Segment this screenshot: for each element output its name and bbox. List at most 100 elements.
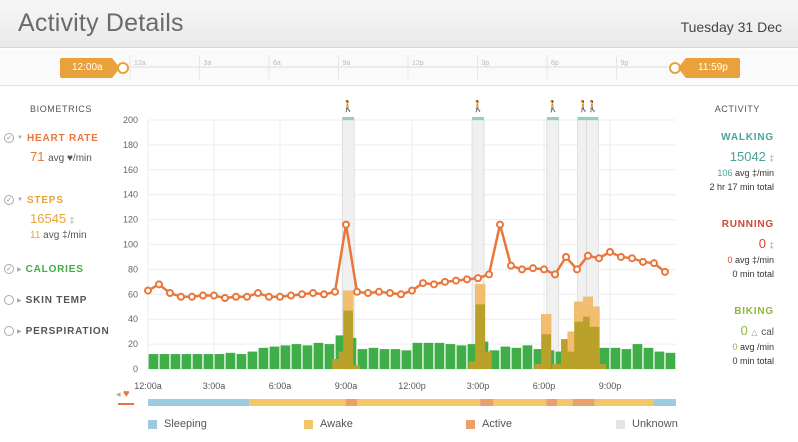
check-icon[interactable]: ✓ (4, 195, 14, 205)
heart-rate-point (573, 265, 581, 274)
perspiration-metric[interactable]: ▶ PERSPIRATION (4, 324, 110, 338)
check-icon[interactable]: ✓ (4, 133, 14, 143)
legend-label: Active (482, 418, 512, 430)
timeline-tick-label: 3a (204, 60, 212, 67)
heart-rate-point (254, 289, 262, 298)
heart-marker-bar (118, 403, 134, 405)
caret-right-icon: ▶ (17, 328, 22, 335)
timeline-tick-label: 12a (134, 60, 146, 67)
calorie-bar (588, 350, 599, 369)
legend-item-unknown: Unknown (616, 418, 678, 430)
steps-bar (561, 339, 571, 369)
time-range-selector[interactable]: 12a 3a 6a 9a 12p 3p 6p 9p 12:00a 11:59p (0, 49, 798, 86)
check-icon[interactable]: ✓ (4, 264, 14, 274)
walking-window-cap (586, 117, 599, 120)
legend-swatch (304, 419, 313, 429)
caret-right-icon: ▶ (17, 266, 22, 273)
steps-bar-top (541, 314, 552, 335)
date-label: Tuesday 31 Dec (680, 19, 782, 35)
steps-bar (583, 296, 593, 369)
skin-temp-metric[interactable]: ▶ SKIN TEMP (4, 293, 87, 307)
walking-icon: 🚶 (546, 100, 560, 113)
steps-bar (541, 314, 552, 369)
calorie-bar (566, 350, 577, 369)
steps-bar-top (567, 331, 578, 352)
heart-rate-point (584, 251, 592, 260)
range-end-handle[interactable]: 11:59p (668, 58, 740, 83)
calorie-bar (291, 344, 302, 369)
y-tick-label: 100 (123, 240, 138, 250)
steps-bar (481, 351, 492, 369)
biometrics-title: BIOMETRICS (30, 104, 93, 114)
steps-metric[interactable]: ✓ ▼ STEPS 16545 ‡ 11 avg ‡/min (4, 193, 87, 241)
heart-rate-point (232, 292, 240, 301)
walking-summary[interactable]: WALKING 15042 ‡ 106 avg ‡/min 2 hr 17 mi… (709, 132, 774, 192)
heart-rate-point (320, 290, 328, 299)
y-tick-label: 200 (123, 115, 138, 125)
walking-window-cap (472, 117, 484, 120)
calorie-bar (423, 342, 434, 369)
calorie-bar (203, 354, 214, 369)
heart-icon: ♥ (123, 388, 130, 400)
steps-avg-value: 11 (30, 230, 41, 241)
sleep-legend: Sleeping Awake Active Unknown (148, 418, 678, 430)
caret-right-icon: ▶ (17, 297, 22, 304)
circle-icon[interactable] (4, 295, 14, 305)
calorie-bar (313, 342, 324, 369)
calorie-bar (500, 346, 511, 369)
calorie-bar (324, 344, 335, 369)
legend-swatch (466, 419, 475, 429)
biking-avg-unit: avg /min (739, 342, 774, 352)
range-end-label: 11:59p (698, 62, 728, 73)
time-range-track: 12a 3a 6a 9a 12p 3p 6p 9p (122, 55, 676, 79)
walking-window-band (341, 119, 355, 370)
range-start-handle[interactable]: 12:00a (60, 58, 130, 83)
status-segment-active (572, 399, 595, 406)
calorie-bar (654, 351, 665, 369)
walking-value: 15042 (729, 149, 766, 164)
heart-rate-point (485, 270, 493, 279)
calorie-bar (148, 354, 159, 369)
caret-down-icon: ▼ (17, 135, 23, 141)
status-segment-awake (557, 399, 573, 406)
steps-bar (552, 364, 563, 369)
heart-rate-point (606, 247, 614, 256)
x-tick-label: 12:00p (398, 381, 426, 391)
status-segment-awake (594, 399, 654, 406)
walking-avg-unit: avg ‡/min (734, 168, 774, 178)
biking-summary[interactable]: BIKING 0 △ cal 0 avg /min 0 min total (732, 306, 774, 366)
heart-rate-point (342, 220, 350, 229)
running-summary[interactable]: RUNNING 0 ‡ 0 avg ‡/min 0 min total (722, 219, 774, 279)
steps-value: 16545 (30, 211, 67, 226)
heart-rate-point (408, 286, 416, 295)
circle-icon[interactable] (4, 326, 14, 336)
calorie-bar (368, 347, 379, 369)
running-avg-unit: avg ‡/min (734, 255, 774, 265)
steps-bar (349, 365, 360, 369)
heart-rate-point (639, 257, 647, 266)
calories-metric[interactable]: ✓ ▶ CALORIES (4, 262, 84, 276)
y-tick-label: 60 (128, 289, 138, 299)
chevron-left-icon: ◂ (116, 389, 121, 399)
status-segment-active (546, 399, 558, 406)
heart-rate-metric[interactable]: ✓ ▼ HEART RATE 71 avg ♥/min (4, 131, 99, 164)
running-value: 0 (758, 236, 766, 251)
steps-bar (468, 361, 479, 369)
heart-rate-point (298, 290, 306, 299)
header: Activity Details Tuesday 31 Dec (0, 0, 798, 48)
heart-rate-point (540, 265, 548, 274)
heart-rate-point (628, 254, 636, 263)
skin-temp-label: SKIN TEMP (25, 294, 88, 306)
steps-bar (534, 364, 545, 369)
page-title: Activity Details (18, 9, 184, 37)
legend-item-sleeping: Sleeping (148, 418, 304, 430)
heart-rate-point (617, 252, 625, 261)
steps-label: STEPS (26, 194, 64, 206)
heart-rate-point (287, 291, 295, 300)
steps-bar-top (583, 296, 593, 317)
heart-rate-point (595, 254, 603, 263)
timeline-tick-label: 9a (343, 60, 351, 67)
heart-rate-value: 71 (30, 149, 45, 164)
calorie-bar (236, 354, 247, 369)
legend-swatch (148, 419, 157, 429)
